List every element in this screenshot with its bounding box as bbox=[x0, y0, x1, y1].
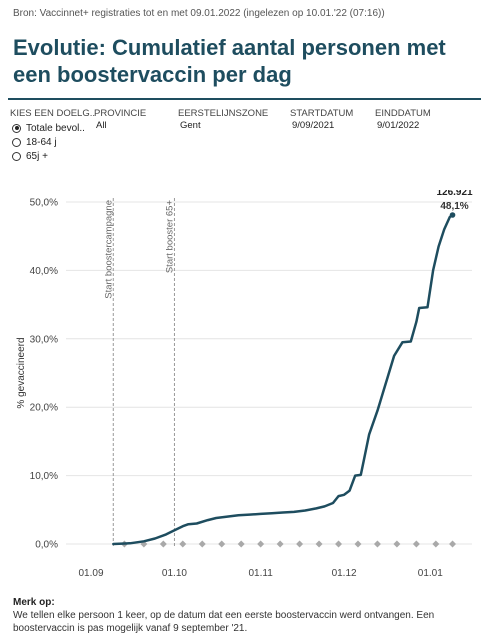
title-divider bbox=[8, 98, 481, 100]
y-tick-label: 10,0% bbox=[30, 471, 58, 482]
filter-start-label: STARTDATUM bbox=[290, 108, 354, 119]
note-title: Merk op: bbox=[13, 597, 55, 608]
filter-provincie[interactable]: PROVINCIE All bbox=[94, 108, 146, 132]
series-line bbox=[112, 213, 454, 546]
diamond-marker bbox=[179, 540, 187, 548]
y-tick-label: 30,0% bbox=[30, 334, 58, 345]
end-annotation-percent: 48,1% bbox=[440, 201, 468, 212]
x-tick-label: 01.01 bbox=[418, 568, 443, 579]
diamond-marker bbox=[237, 540, 245, 548]
filter-provincie-value: All bbox=[96, 120, 107, 131]
filter-end-value: 9/01/2022 bbox=[377, 120, 420, 131]
end-annotation-value: 126.921 bbox=[436, 190, 473, 198]
diamond-marker bbox=[432, 540, 440, 548]
filter-eerstelijnszone[interactable]: EERSTELIJNSZONE Gent bbox=[178, 108, 268, 132]
filter-start-value: 9/09/2021 bbox=[292, 120, 335, 131]
y-tick-label: 0,0% bbox=[35, 540, 58, 551]
diamond-marker bbox=[315, 540, 323, 548]
filter-doelgroep-label: KIES EEN DOELG.. bbox=[10, 108, 95, 119]
diamond-marker bbox=[198, 540, 206, 548]
radio-option-65-plus[interactable]: 65j + bbox=[12, 149, 85, 163]
radio-button-icon[interactable] bbox=[12, 123, 21, 133]
filter-startdatum[interactable]: STARTDATUM 9/09/2021 bbox=[290, 108, 353, 132]
radio-button-icon[interactable] bbox=[12, 137, 21, 147]
filter-zone-value: Gent bbox=[180, 120, 201, 131]
x-tick-label: 01.12 bbox=[332, 568, 357, 579]
y-axis-title: % gevaccineerd bbox=[16, 337, 27, 408]
y-tick-label: 20,0% bbox=[30, 403, 58, 414]
source-text: Bron: Vaccinnet+ registraties tot en met… bbox=[13, 8, 385, 19]
radio-button-icon[interactable] bbox=[12, 151, 21, 161]
radio-option-18-64[interactable]: 18-64 j bbox=[12, 135, 85, 149]
diamond-marker bbox=[449, 540, 457, 548]
reference-line-label: Start boostercampagne bbox=[103, 200, 114, 299]
diamond-marker bbox=[257, 540, 265, 548]
x-tick-label: 01.10 bbox=[162, 568, 187, 579]
x-tick-label: 01.11 bbox=[249, 568, 274, 579]
diamond-marker bbox=[373, 540, 381, 548]
diamond-marker bbox=[393, 540, 401, 548]
x-tick-label: 01.09 bbox=[79, 568, 104, 579]
filter-end-label: EINDDATUM bbox=[375, 108, 431, 119]
diamond-marker bbox=[296, 540, 304, 548]
filter-zone-label: EERSTELIJNSZONE bbox=[178, 108, 269, 119]
radio-label: 65j + bbox=[26, 150, 48, 162]
note-text: We tellen elke persoon 1 keer, op de dat… bbox=[13, 610, 435, 634]
filter-provincie-label: PROVINCIE bbox=[94, 108, 147, 119]
doelgroep-radio-group: Totale bevol.. 18-64 j 65j + bbox=[12, 121, 85, 163]
diamond-marker bbox=[159, 540, 167, 548]
diamond-marker bbox=[335, 540, 343, 548]
reference-line-label: Start booster 65+ bbox=[164, 200, 175, 274]
filter-doelgroep[interactable]: KIES EEN DOELG.. bbox=[10, 108, 95, 120]
y-tick-label: 40,0% bbox=[30, 266, 58, 277]
radio-option-totale-bevolking[interactable]: Totale bevol.. bbox=[12, 121, 85, 135]
series-endpoint bbox=[449, 212, 456, 218]
radio-label: 18-64 j bbox=[26, 136, 57, 148]
y-tick-label: 50,0% bbox=[30, 198, 58, 209]
diamond-marker bbox=[276, 540, 284, 548]
filter-einddatum[interactable]: EINDDATUM 9/01/2022 bbox=[375, 108, 431, 132]
booster-line-chart: 0,0% 10,0% 20,0% 30,0% 40,0% 50,0% 01.09 01.10 0… bbox=[16, 190, 473, 579]
diamond-marker bbox=[354, 540, 362, 548]
page-title: Evolutie: Cumulatief aantal personen met… bbox=[13, 35, 446, 87]
diamond-marker bbox=[218, 540, 226, 548]
radio-label: Totale bevol.. bbox=[26, 122, 85, 134]
diamond-marker bbox=[412, 540, 420, 548]
